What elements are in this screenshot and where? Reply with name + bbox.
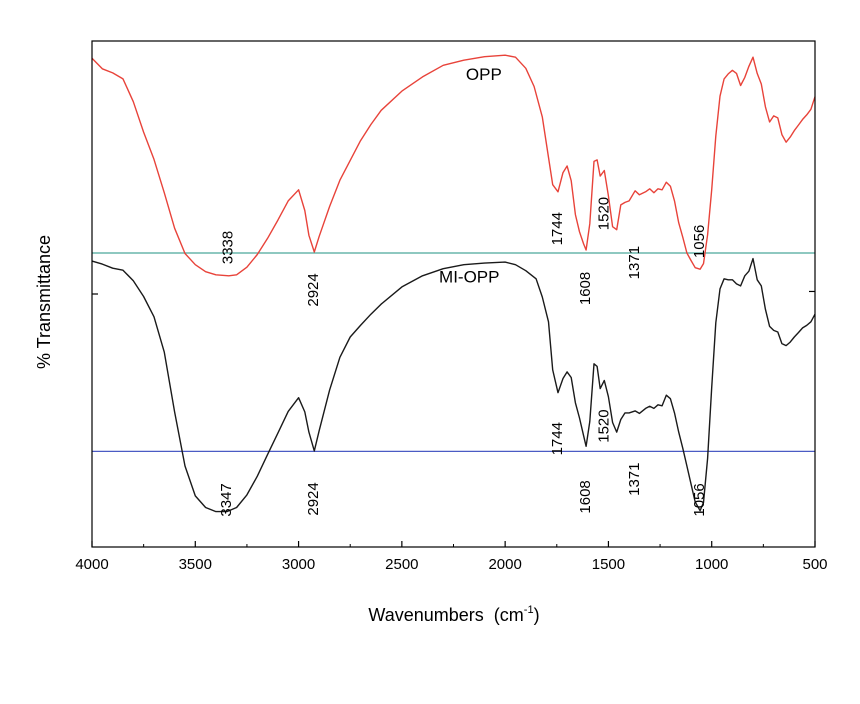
peak-label: 1520 bbox=[595, 409, 612, 442]
x-axis-title-close: ) bbox=[534, 605, 540, 625]
x-tick-label: 1500 bbox=[592, 556, 625, 573]
axes: 4000 3500 3000 2500 2000 1500 1000 500 bbox=[75, 40, 828, 573]
x-axis-title-exp: -1 bbox=[524, 604, 534, 616]
series-label: OPP bbox=[466, 65, 502, 84]
x-tick-label: 4000 bbox=[75, 556, 108, 573]
x-tick-label: 2000 bbox=[488, 556, 521, 573]
x-axis-title-unit: (cm bbox=[494, 605, 524, 625]
x-tick-label: 2500 bbox=[385, 556, 418, 573]
x-tick-label: 500 bbox=[802, 556, 827, 573]
peak-label: 1056 bbox=[691, 225, 708, 258]
series-label: MI-OPP bbox=[439, 267, 499, 286]
peak-label: 2924 bbox=[305, 273, 322, 306]
peak-label: 2924 bbox=[305, 482, 322, 515]
x-tick-label: 3500 bbox=[179, 556, 212, 573]
peak-label: 3338 bbox=[220, 231, 237, 264]
x-axis-title: Wavenumbers (cm-1) bbox=[368, 604, 539, 625]
peak-label: 1744 bbox=[549, 212, 566, 245]
peak-label: 1520 bbox=[595, 197, 612, 230]
peak-label: 1744 bbox=[549, 422, 566, 455]
peak-label: 1608 bbox=[577, 272, 594, 305]
x-axis-title-text: Wavenumbers bbox=[368, 605, 483, 625]
peak-label: 1371 bbox=[626, 246, 643, 279]
peak-label: 1056 bbox=[691, 483, 708, 516]
series-line-opp bbox=[91, 54, 816, 277]
x-tick-label: 3000 bbox=[282, 556, 315, 573]
plot-area: 3338 2924 1744 1608 1520 1371 1056 3347 2924 1744… bbox=[91, 54, 816, 517]
series-line-mi-opp bbox=[91, 257, 816, 513]
peak-label: 1371 bbox=[626, 463, 643, 496]
y-axis-title: % Transmittance bbox=[34, 235, 54, 369]
peak-label: 1608 bbox=[577, 480, 594, 513]
peak-label: 3347 bbox=[218, 483, 235, 516]
x-tick-label: 1000 bbox=[695, 556, 728, 573]
